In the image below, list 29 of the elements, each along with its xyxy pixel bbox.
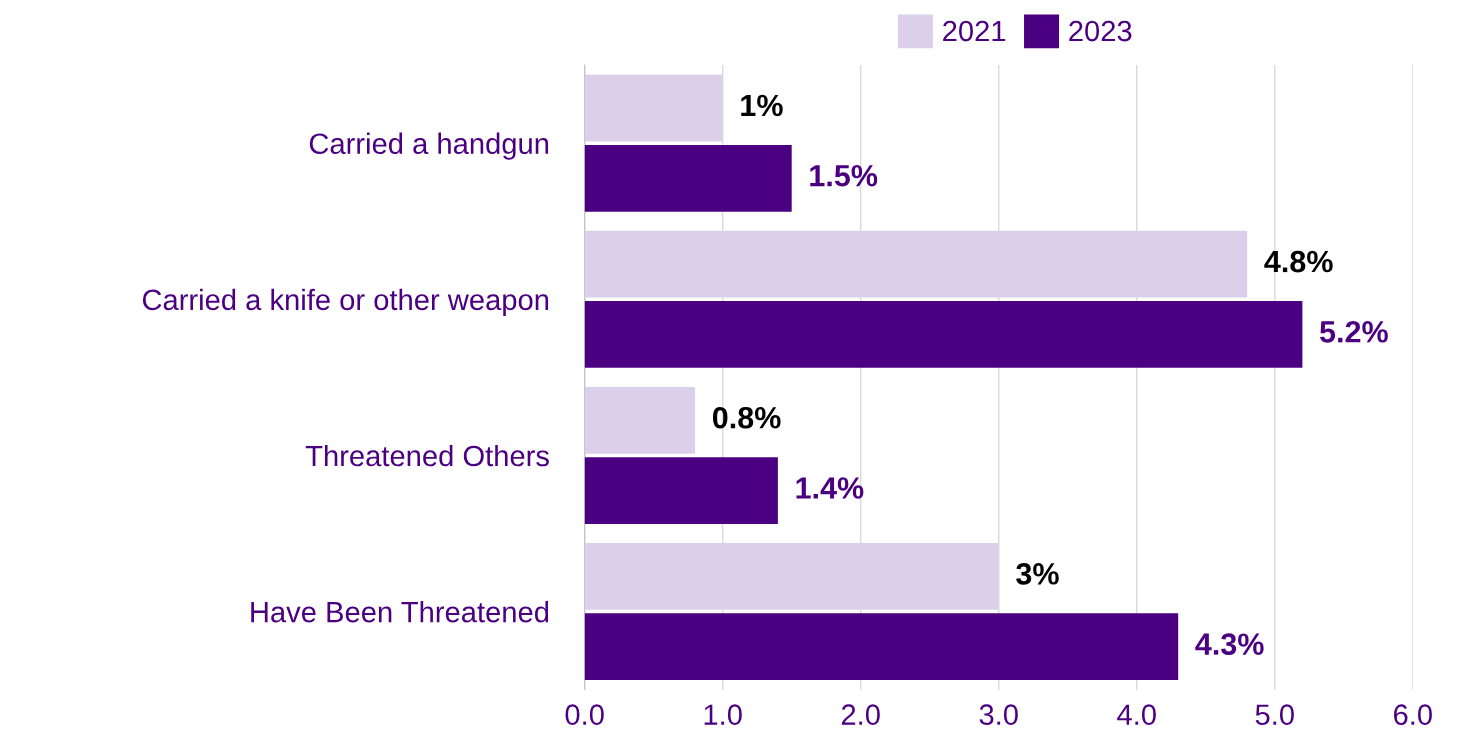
y-tick-label: Have Been Threatened bbox=[251, 601, 549, 623]
data-label: 1% bbox=[741, 94, 783, 117]
y-tick-label: Carried a handgun bbox=[309, 132, 549, 160]
y-tick-label: Carried a knife or other weapon bbox=[142, 288, 549, 316]
x-tick-label: 2.0 bbox=[841, 704, 880, 725]
data-label: 1.5% bbox=[810, 164, 878, 187]
x-tick-label: 1.0 bbox=[704, 704, 742, 725]
bar bbox=[584, 301, 1303, 368]
bar bbox=[584, 457, 778, 524]
data-label: 5.2% bbox=[1319, 321, 1388, 343]
data-label: 4.8% bbox=[1264, 250, 1333, 273]
data-label: 0.8% bbox=[712, 406, 781, 429]
bar bbox=[584, 74, 723, 142]
y-tick-label: Threatened Others bbox=[305, 444, 549, 467]
bar bbox=[584, 386, 696, 454]
legend-label: 2021 bbox=[943, 20, 1006, 42]
x-tick-label: 0.0 bbox=[565, 704, 604, 725]
data-label: 1.4% bbox=[796, 477, 864, 499]
data-label: 4.3% bbox=[1195, 633, 1264, 655]
bar bbox=[584, 613, 1179, 681]
bar bbox=[584, 230, 1248, 298]
x-tick-label: 4.0 bbox=[1117, 704, 1156, 725]
bar bbox=[584, 144, 792, 212]
x-tick-label: 3.0 bbox=[979, 704, 1018, 725]
data-label: 3% bbox=[1016, 563, 1059, 585]
legend-label: 2023 bbox=[1069, 20, 1132, 42]
bar bbox=[584, 543, 999, 610]
x-tick-label: 6.0 bbox=[1394, 704, 1432, 725]
x-tick-label: 5.0 bbox=[1255, 704, 1294, 725]
